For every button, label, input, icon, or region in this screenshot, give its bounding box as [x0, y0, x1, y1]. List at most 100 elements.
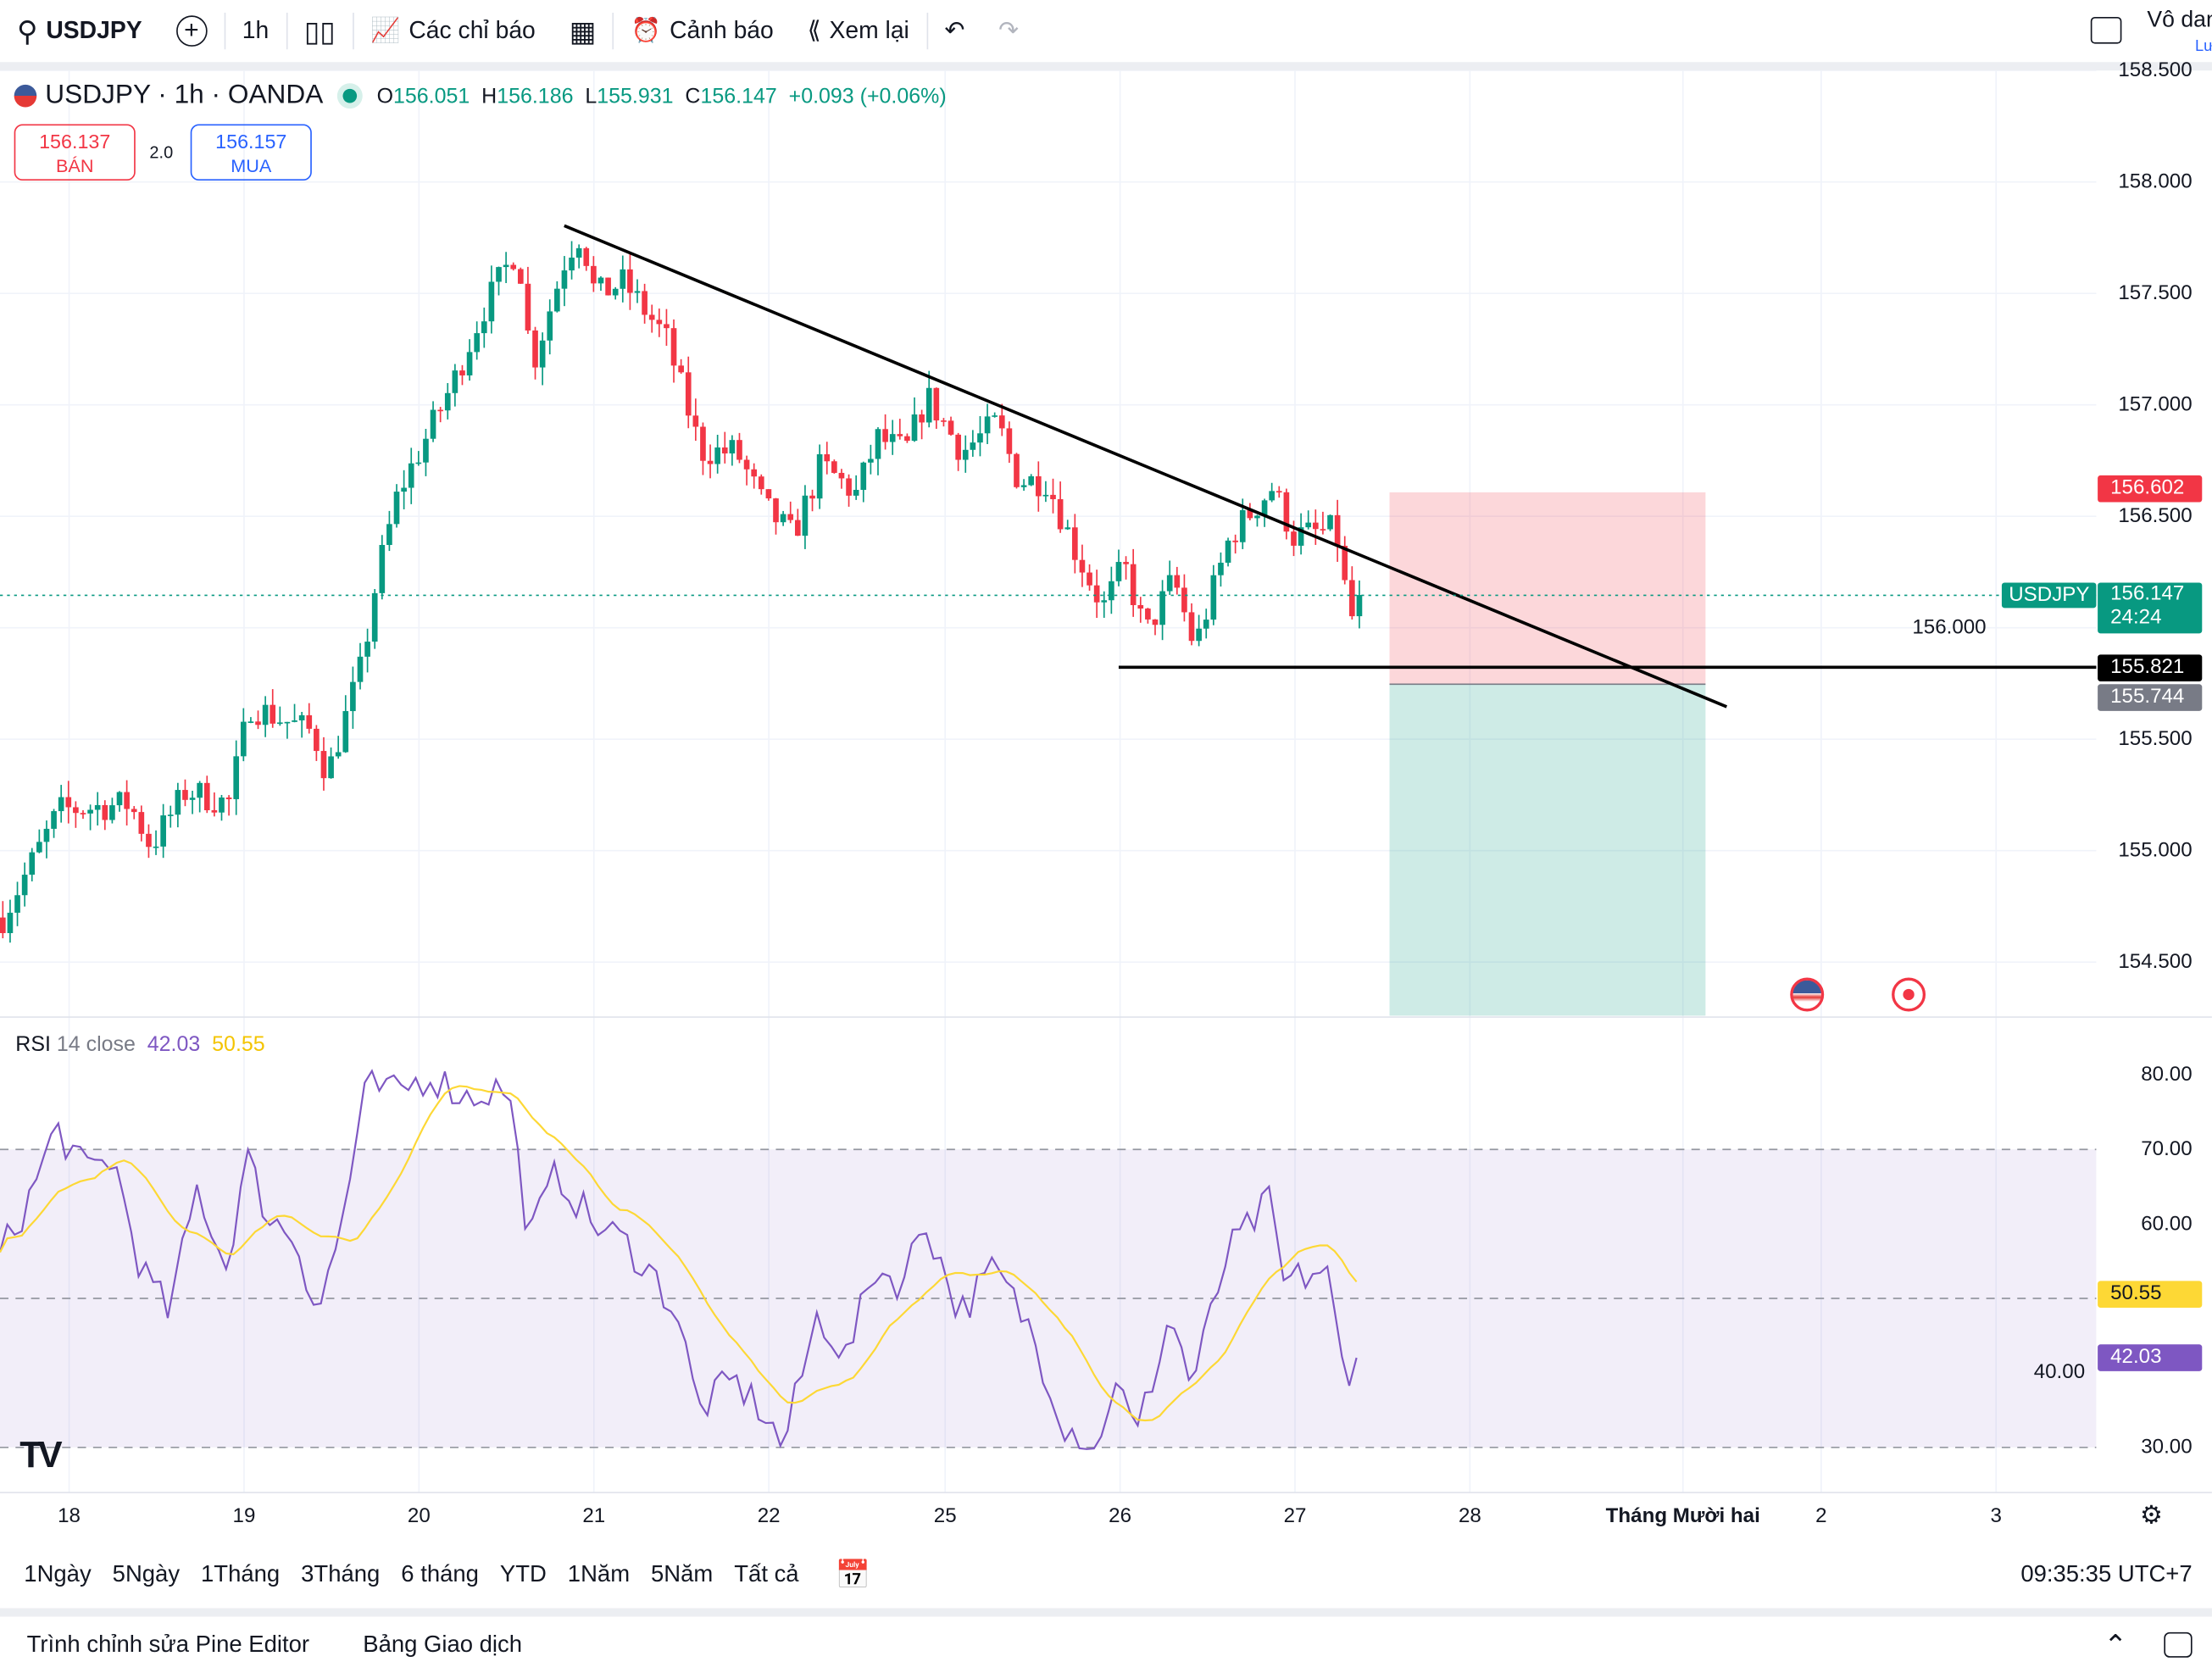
- candle: [743, 459, 750, 470]
- tradingview-logo[interactable]: TV: [19, 1433, 62, 1476]
- candle: [911, 414, 918, 442]
- candle: [109, 805, 115, 820]
- candle: [569, 257, 575, 271]
- range-button[interactable]: Tất cả: [734, 1560, 799, 1587]
- expand-panel-icon[interactable]: ⌃: [2104, 1630, 2128, 1661]
- replay-button[interactable]: ⟪ Xem lại: [807, 16, 909, 44]
- grid-icon: ▦: [569, 16, 597, 47]
- candle: [714, 447, 720, 464]
- candle: [7, 912, 14, 933]
- candle: [1072, 527, 1078, 560]
- stop-loss-tag: 156.602: [2098, 475, 2203, 503]
- candle: [342, 711, 349, 753]
- candle: [138, 812, 145, 834]
- redo-button[interactable]: ↷: [981, 0, 1036, 62]
- maximize-icon[interactable]: [2164, 1631, 2193, 1658]
- economic-event-us-icon[interactable]: [1790, 977, 1825, 1012]
- price-axis-label: 155.500: [2118, 727, 2193, 751]
- indicators-icon: 📈: [370, 16, 401, 44]
- candle: [955, 434, 961, 460]
- range-button[interactable]: 1Năm: [567, 1560, 631, 1587]
- candle: [262, 704, 269, 725]
- candle: [707, 460, 714, 464]
- fullscreen-button[interactable]: [2090, 16, 2122, 44]
- candle: [1057, 498, 1064, 530]
- candle: [1218, 562, 1224, 575]
- candle: [21, 875, 28, 896]
- range-button[interactable]: 1Ngày: [24, 1560, 92, 1587]
- symbol-search-button[interactable]: ⚲ USDJPY: [0, 0, 159, 62]
- layout-name-button[interactable]: Vô danhLưu: [2147, 8, 2212, 55]
- candle: [1254, 515, 1260, 519]
- candle: [992, 415, 998, 417]
- candle: [875, 429, 881, 459]
- alerts-button[interactable]: ⏰ Cảnh báo: [631, 16, 774, 44]
- candle: [1050, 494, 1056, 499]
- tab-trading-panel[interactable]: Bảng Giao dịch: [363, 1631, 523, 1657]
- candle: [816, 454, 823, 499]
- candle: [488, 281, 495, 322]
- candle: [1188, 612, 1195, 642]
- candle: [1269, 491, 1276, 501]
- price-axis-label: 156.000: [1912, 616, 1987, 640]
- range-button[interactable]: 1Tháng: [201, 1560, 281, 1587]
- calendar-goto-icon[interactable]: 📅: [835, 1559, 871, 1591]
- axis-settings-icon[interactable]: ⚙: [2140, 1501, 2163, 1530]
- range-button[interactable]: YTD: [499, 1560, 547, 1587]
- candle: [751, 469, 758, 477]
- divider: [352, 12, 354, 50]
- candle: [648, 314, 655, 320]
- candle: [1349, 580, 1355, 617]
- tab-pine-editor[interactable]: Trình chỉnh sửa Pine Editor: [26, 1631, 309, 1657]
- candle: [597, 277, 604, 284]
- candle: [612, 288, 619, 296]
- candle: [1079, 559, 1086, 573]
- candle: [736, 440, 742, 460]
- candle: [1115, 562, 1122, 581]
- candle: [824, 454, 831, 462]
- compare-button[interactable]: +: [159, 0, 225, 62]
- undo-button[interactable]: ↶: [927, 0, 981, 62]
- candle: [1006, 428, 1013, 454]
- candle: [335, 752, 342, 757]
- candle: [1356, 595, 1363, 617]
- candle: [379, 545, 386, 593]
- interval-button[interactable]: 1h: [242, 16, 270, 44]
- candle: [255, 721, 261, 725]
- candle: [1093, 585, 1100, 603]
- indicators-button[interactable]: 📈 Các chỉ báo: [370, 16, 536, 44]
- trend-line[interactable]: [564, 224, 1728, 709]
- range-button[interactable]: 3Tháng: [301, 1560, 381, 1587]
- candles-icon: ▯▯: [303, 16, 336, 47]
- redo-icon: ↷: [998, 16, 1019, 44]
- candle: [831, 461, 837, 473]
- event-marker-icon[interactable]: [1892, 977, 1926, 1012]
- candle: [102, 804, 108, 820]
- candle: [561, 270, 568, 289]
- buy-button[interactable]: 156.157 MUA: [190, 124, 312, 181]
- candle: [1020, 485, 1027, 487]
- candle: [189, 798, 196, 800]
- candle: [36, 842, 42, 853]
- candle: [925, 387, 932, 423]
- chart-type-button[interactable]: ▯▯: [287, 0, 353, 62]
- rsi-value-tag: 42.03: [2098, 1344, 2203, 1371]
- candle: [225, 798, 232, 799]
- candle: [240, 721, 247, 757]
- range-button[interactable]: 6 tháng: [401, 1560, 479, 1587]
- price-axis-label: 157.500: [2118, 281, 2193, 305]
- range-button[interactable]: 5Năm: [651, 1560, 714, 1587]
- range-button[interactable]: 5Ngày: [112, 1560, 181, 1587]
- symbol-title[interactable]: USDJPY · 1h · OANDA: [45, 80, 324, 110]
- clock[interactable]: 09:35:35 UTC+7: [2020, 1560, 2193, 1587]
- candle: [794, 520, 801, 536]
- sell-button[interactable]: 156.137 BÁN: [14, 124, 136, 181]
- candle: [1166, 575, 1173, 592]
- position-target-zone: [1389, 684, 1706, 1016]
- candle: [1327, 514, 1333, 530]
- price-chart[interactable]: [0, 70, 2212, 1537]
- last-price-tag: 156.147 24:24: [2098, 582, 2203, 634]
- templates-button[interactable]: ▦: [553, 0, 613, 62]
- date-axis-label: 26: [1109, 1505, 1132, 1528]
- candle: [292, 720, 297, 722]
